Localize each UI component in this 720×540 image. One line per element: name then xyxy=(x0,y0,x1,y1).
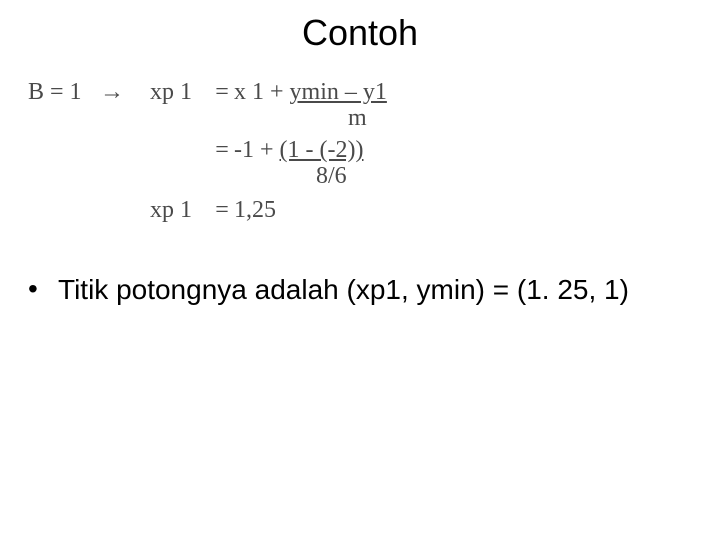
bullet-dot-icon: • xyxy=(28,272,58,306)
slide: Contoh B = 1 → xp 1 = x 1 + ymin – y1 m … xyxy=(0,0,720,540)
x1-plus: x 1 + xyxy=(234,79,290,105)
equals-3: = xyxy=(210,198,234,222)
b-equals: B = 1 xyxy=(28,80,100,104)
slide-title: Contoh xyxy=(0,12,720,54)
math-row-3: xp 1 = 1,25 xyxy=(28,198,387,222)
math-row-2: = -1 + (1 - (-2)) xyxy=(28,138,387,162)
arrow-icon: → xyxy=(100,80,150,104)
expr-1: x 1 + ymin – y1 xyxy=(234,80,387,104)
frac1-num: ymin – y1 xyxy=(290,80,387,104)
frac2-den: 8/6 xyxy=(316,164,387,188)
bullet-row: • Titik potongnya adalah (xp1, ymin) = (… xyxy=(28,272,688,307)
result-value: 1,25 xyxy=(234,198,276,222)
frac2-num: (1 - (-2)) xyxy=(280,138,364,162)
bullet-block: • Titik potongnya adalah (xp1, ymin) = (… xyxy=(28,272,688,307)
math-block: B = 1 → xp 1 = x 1 + ymin – y1 m = -1 + … xyxy=(28,80,387,222)
neg1-plus: -1 + xyxy=(234,137,280,163)
math-row-1: B = 1 → xp 1 = x 1 + ymin – y1 xyxy=(28,80,387,104)
equals-2: = xyxy=(210,138,234,162)
expr-2: -1 + (1 - (-2)) xyxy=(234,138,363,162)
frac1-den: m xyxy=(348,106,387,130)
xp-label-2: xp 1 xyxy=(150,198,210,222)
equals-1: = xyxy=(210,80,234,104)
xp-label-1: xp 1 xyxy=(150,80,210,104)
bullet-text: Titik potongnya adalah (xp1, ymin) = (1.… xyxy=(58,272,688,307)
